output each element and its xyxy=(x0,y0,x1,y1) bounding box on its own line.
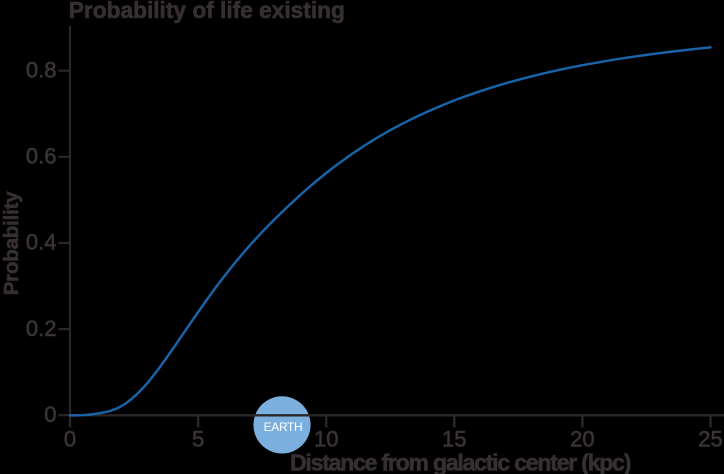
svg-text:0.2: 0.2 xyxy=(26,316,57,341)
svg-text:Distance from galactic center: Distance from galactic center (kpc) xyxy=(290,450,631,474)
svg-text:0: 0 xyxy=(64,426,76,451)
svg-text:5: 5 xyxy=(192,426,204,451)
svg-text:0: 0 xyxy=(44,402,56,427)
svg-text:0.4: 0.4 xyxy=(26,230,57,255)
svg-text:10: 10 xyxy=(314,426,338,451)
svg-text:15: 15 xyxy=(442,426,466,451)
svg-text:25: 25 xyxy=(698,426,722,451)
svg-text:Probability of life existing: Probability of life existing xyxy=(69,0,345,23)
svg-text:0.8: 0.8 xyxy=(26,58,57,83)
svg-text:EARTH: EARTH xyxy=(264,420,303,434)
svg-text:20: 20 xyxy=(570,426,594,451)
svg-text:Probability: Probability xyxy=(0,191,23,296)
svg-text:0.6: 0.6 xyxy=(26,144,57,169)
